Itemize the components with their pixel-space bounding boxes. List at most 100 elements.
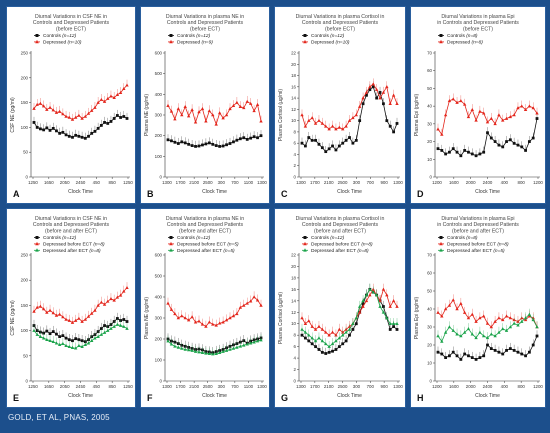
data-point [217,111,222,115]
x-tick-label: 1700 [310,384,320,389]
series-line [437,118,538,157]
data-point [341,342,345,346]
data-point [214,323,218,327]
data-point [96,303,100,307]
y-tick-label: 10 [291,321,296,326]
legend-label: Depressed before ECT (n=5) [177,241,239,247]
series-line [167,339,262,355]
data-point [392,325,396,328]
data-point [176,107,181,111]
data-point [300,113,304,117]
data-point [371,82,375,86]
series-depressed-before-ect [436,294,539,329]
data-point [512,141,516,145]
legend-marker [439,248,443,252]
data-point [448,354,451,358]
data-point [520,104,524,108]
series-depressed [436,93,539,136]
y-tick-label: 500 [155,71,163,76]
data-point [58,131,62,135]
data-point [197,319,201,323]
legend-label: Controls (n=12) [43,235,77,241]
data-point [93,129,97,133]
data-point [214,351,218,355]
data-point [459,154,463,158]
data-point [197,144,201,148]
y-tick-label: 600 [155,253,163,258]
data-point [493,122,497,126]
data-point [224,348,229,352]
data-point [99,124,103,127]
chart-title-line: (before ECT) [463,26,493,32]
data-point [259,119,263,123]
x-tick-label: 850 [109,180,117,185]
data-point [474,358,478,361]
data-point [385,119,389,123]
data-point [527,140,531,143]
data-point [77,338,81,342]
data-point [382,305,385,308]
y-tick-label: 250 [21,253,29,258]
data-point [467,354,470,358]
data-point [516,106,520,110]
x-tick-label: 2100 [324,384,334,389]
data-point [385,293,389,297]
data-point [194,145,197,148]
data-point [90,131,94,135]
chart-title-line: (before and after ECT) [179,228,231,234]
chart-title-line: Diurnal Variations in plasma Cortisol in [296,216,385,222]
data-point [348,136,351,139]
data-point [41,104,46,108]
data-point [122,324,126,328]
chart-title-line: (before ECT) [325,26,355,32]
legend-marker [35,248,39,252]
data-point [252,295,256,299]
legend-label: Depressed after ECT (n=8) [311,248,369,254]
data-point [83,136,87,140]
y-tick-label: 2 [294,163,297,168]
data-point [259,303,263,307]
y-tick-label: 100 [155,358,163,363]
data-point [169,307,174,311]
data-point [57,342,62,347]
data-point [470,332,474,336]
data-point [39,127,42,131]
data-point [235,100,239,104]
data-point [455,307,459,311]
data-point [35,102,39,106]
data-point [341,141,345,145]
data-point [224,113,229,117]
data-point [527,104,532,108]
y-axis-label: CSF NE (pg/ml) [10,97,16,133]
chart-title-line: Diurnal Variations in plasma NE in [166,14,244,20]
data-point [90,108,94,112]
data-point [310,138,314,142]
x-tick-label: 2500 [338,180,348,185]
data-point [310,324,314,328]
series-line [167,337,262,354]
data-point [61,334,65,338]
chart-svg: Diurnal Variations in plasma NE inContro… [144,216,267,403]
data-point [516,143,520,147]
data-point [478,330,482,334]
data-point [531,318,535,322]
chart-title-line: (before and after ECT) [314,228,366,234]
data-point [102,330,107,334]
series-depressed-after-ect [300,283,399,348]
data-point [368,293,372,297]
y-tick-label: 12 [291,310,296,315]
data-point [443,307,448,311]
data-point [395,321,399,326]
series-line [167,101,262,126]
data-point [32,328,36,332]
data-point [489,116,494,120]
data-point [51,339,55,343]
data-point [187,142,191,146]
data-point [122,318,126,321]
data-point [90,338,94,342]
data-point [334,333,338,337]
data-point [190,144,194,147]
data-point [235,312,239,316]
data-point [303,144,307,148]
data-point [368,88,372,92]
